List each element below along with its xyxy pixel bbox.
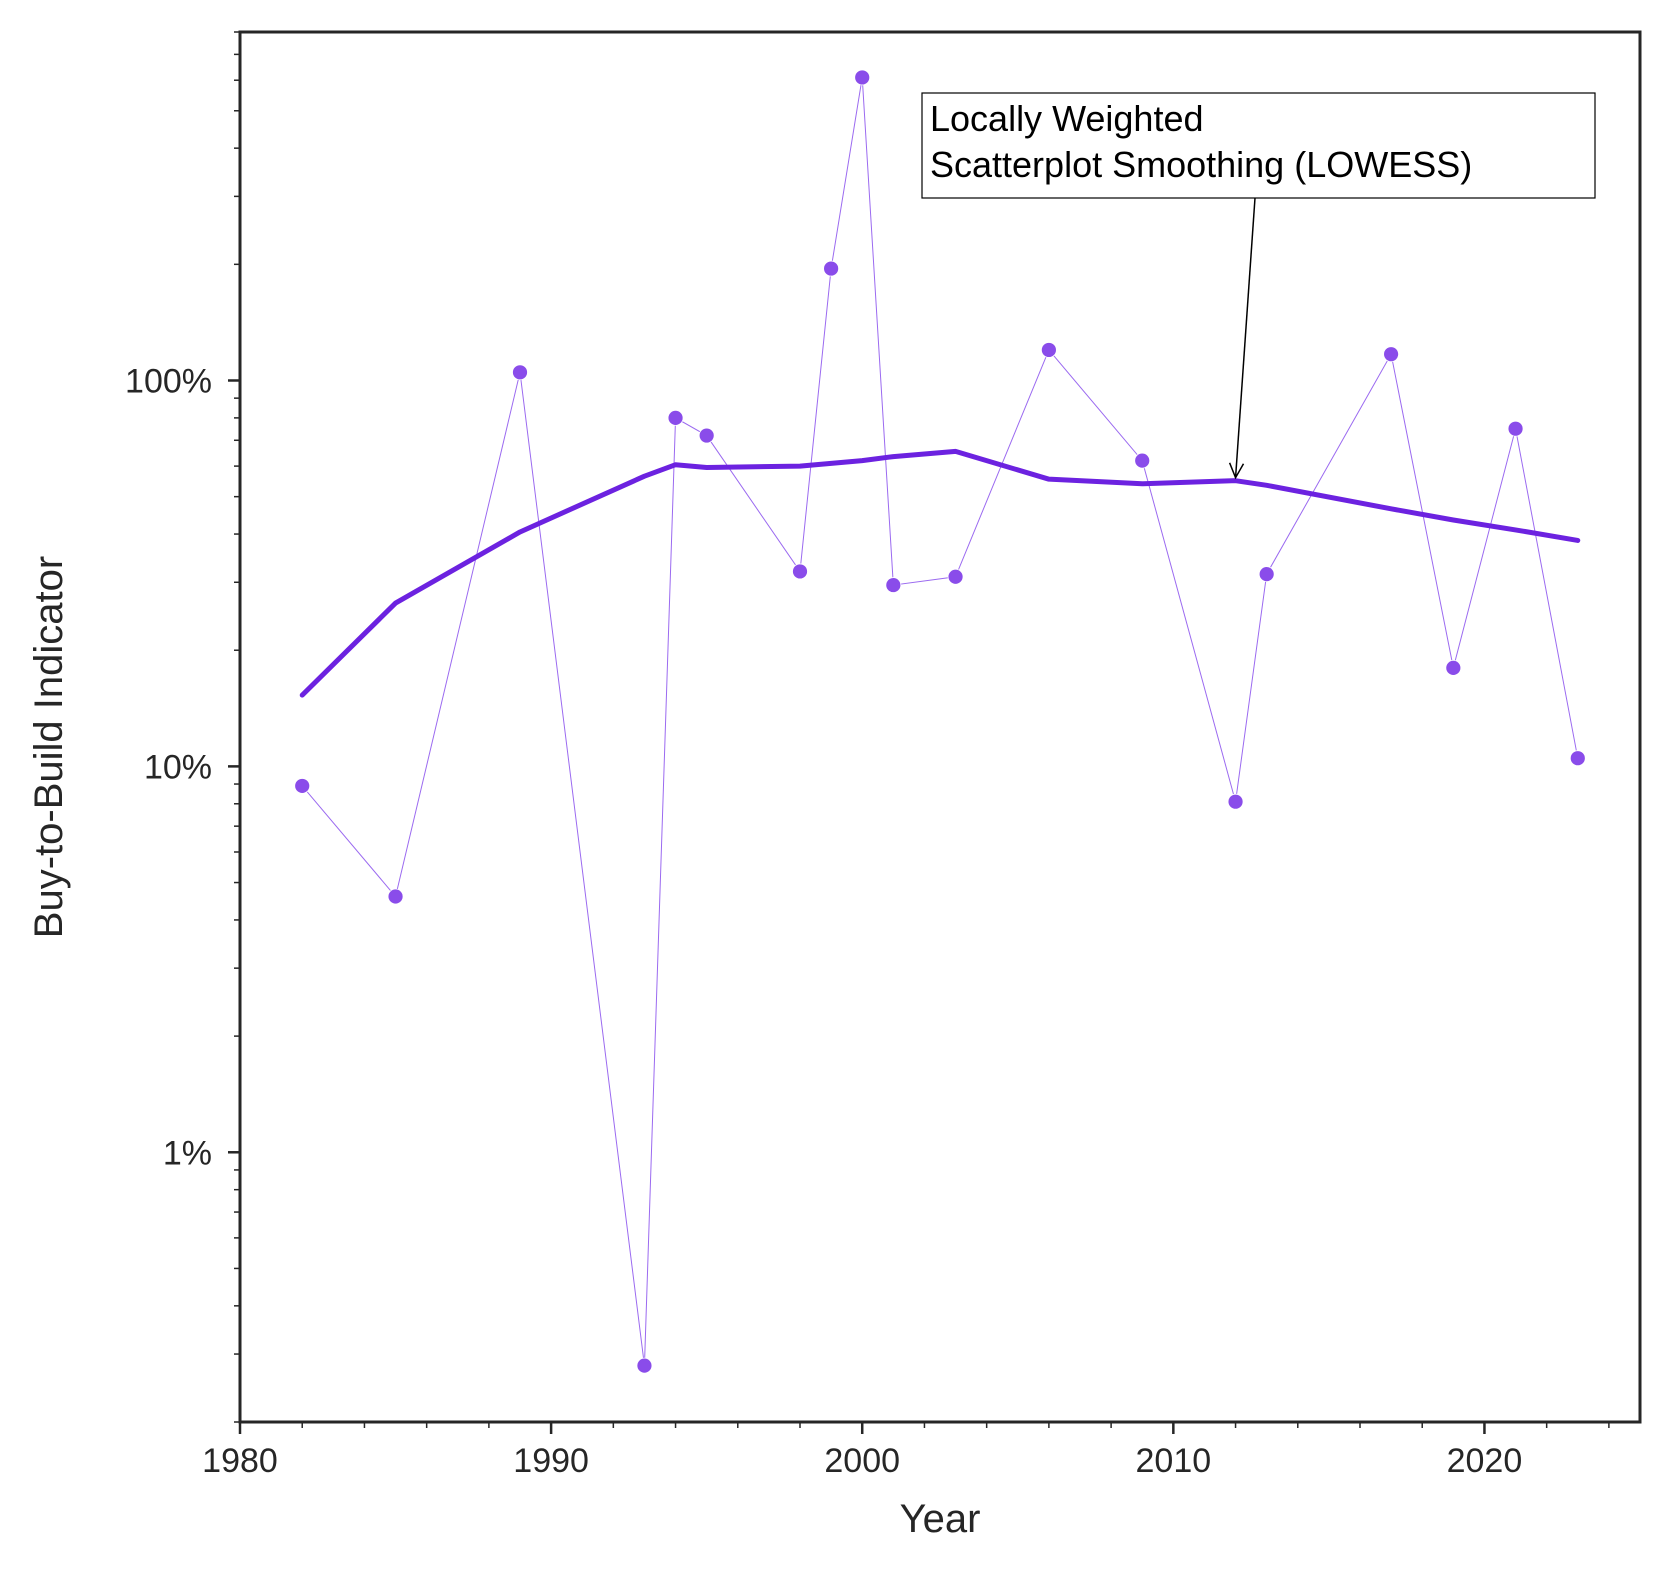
data-point <box>1134 452 1151 469</box>
y-tick-label: 100% <box>125 362 212 400</box>
y-tick-label: 1% <box>163 1134 212 1172</box>
data-point <box>1040 342 1057 358</box>
data-point <box>823 260 840 277</box>
data-point <box>1383 346 1400 363</box>
data-point <box>792 563 808 580</box>
data-point <box>1507 420 1524 437</box>
annotation-arrow-head <box>1228 462 1245 480</box>
annotation-line-1: Locally Weighted <box>930 98 1204 139</box>
y-tick-label: 10% <box>144 748 212 786</box>
data-point <box>387 888 404 905</box>
ticks-layer: 1980 1990 2000 2010 2020 1% 10% 100% <box>125 31 1610 1480</box>
x-tick-label: 2000 <box>824 1442 900 1480</box>
x-axis-title: Year <box>900 1497 981 1541</box>
data-point <box>1258 566 1275 582</box>
data-point <box>636 1357 653 1374</box>
plot-layer <box>294 69 1586 1374</box>
data-point <box>294 778 311 794</box>
data-point <box>885 577 902 593</box>
data-point <box>854 69 871 86</box>
x-tick-label: 1980 <box>202 1442 278 1480</box>
data-point <box>947 568 964 585</box>
plot-frame <box>238 30 1642 1424</box>
data-point <box>1445 659 1462 676</box>
y-axis-title: Buy-to-Build Indicator <box>27 556 71 938</box>
data-point <box>698 427 715 444</box>
lowess-line <box>299 448 1581 698</box>
annotation-arrow <box>1234 197 1256 478</box>
annotation-box <box>921 92 1596 199</box>
data-point <box>1569 750 1586 767</box>
x-tick-label: 2010 <box>1136 1442 1212 1480</box>
x-tick-label: 1990 <box>513 1442 589 1480</box>
data-point <box>667 409 684 426</box>
lowess-annotation: Locally Weighted Scatterplot Smoothing (… <box>921 92 1596 480</box>
annotation-line-2: Scatterplot Smoothing (LOWESS) <box>930 144 1472 185</box>
data-point <box>512 364 528 381</box>
x-tick-label: 2020 <box>1447 1442 1523 1480</box>
data-point <box>1227 793 1244 810</box>
